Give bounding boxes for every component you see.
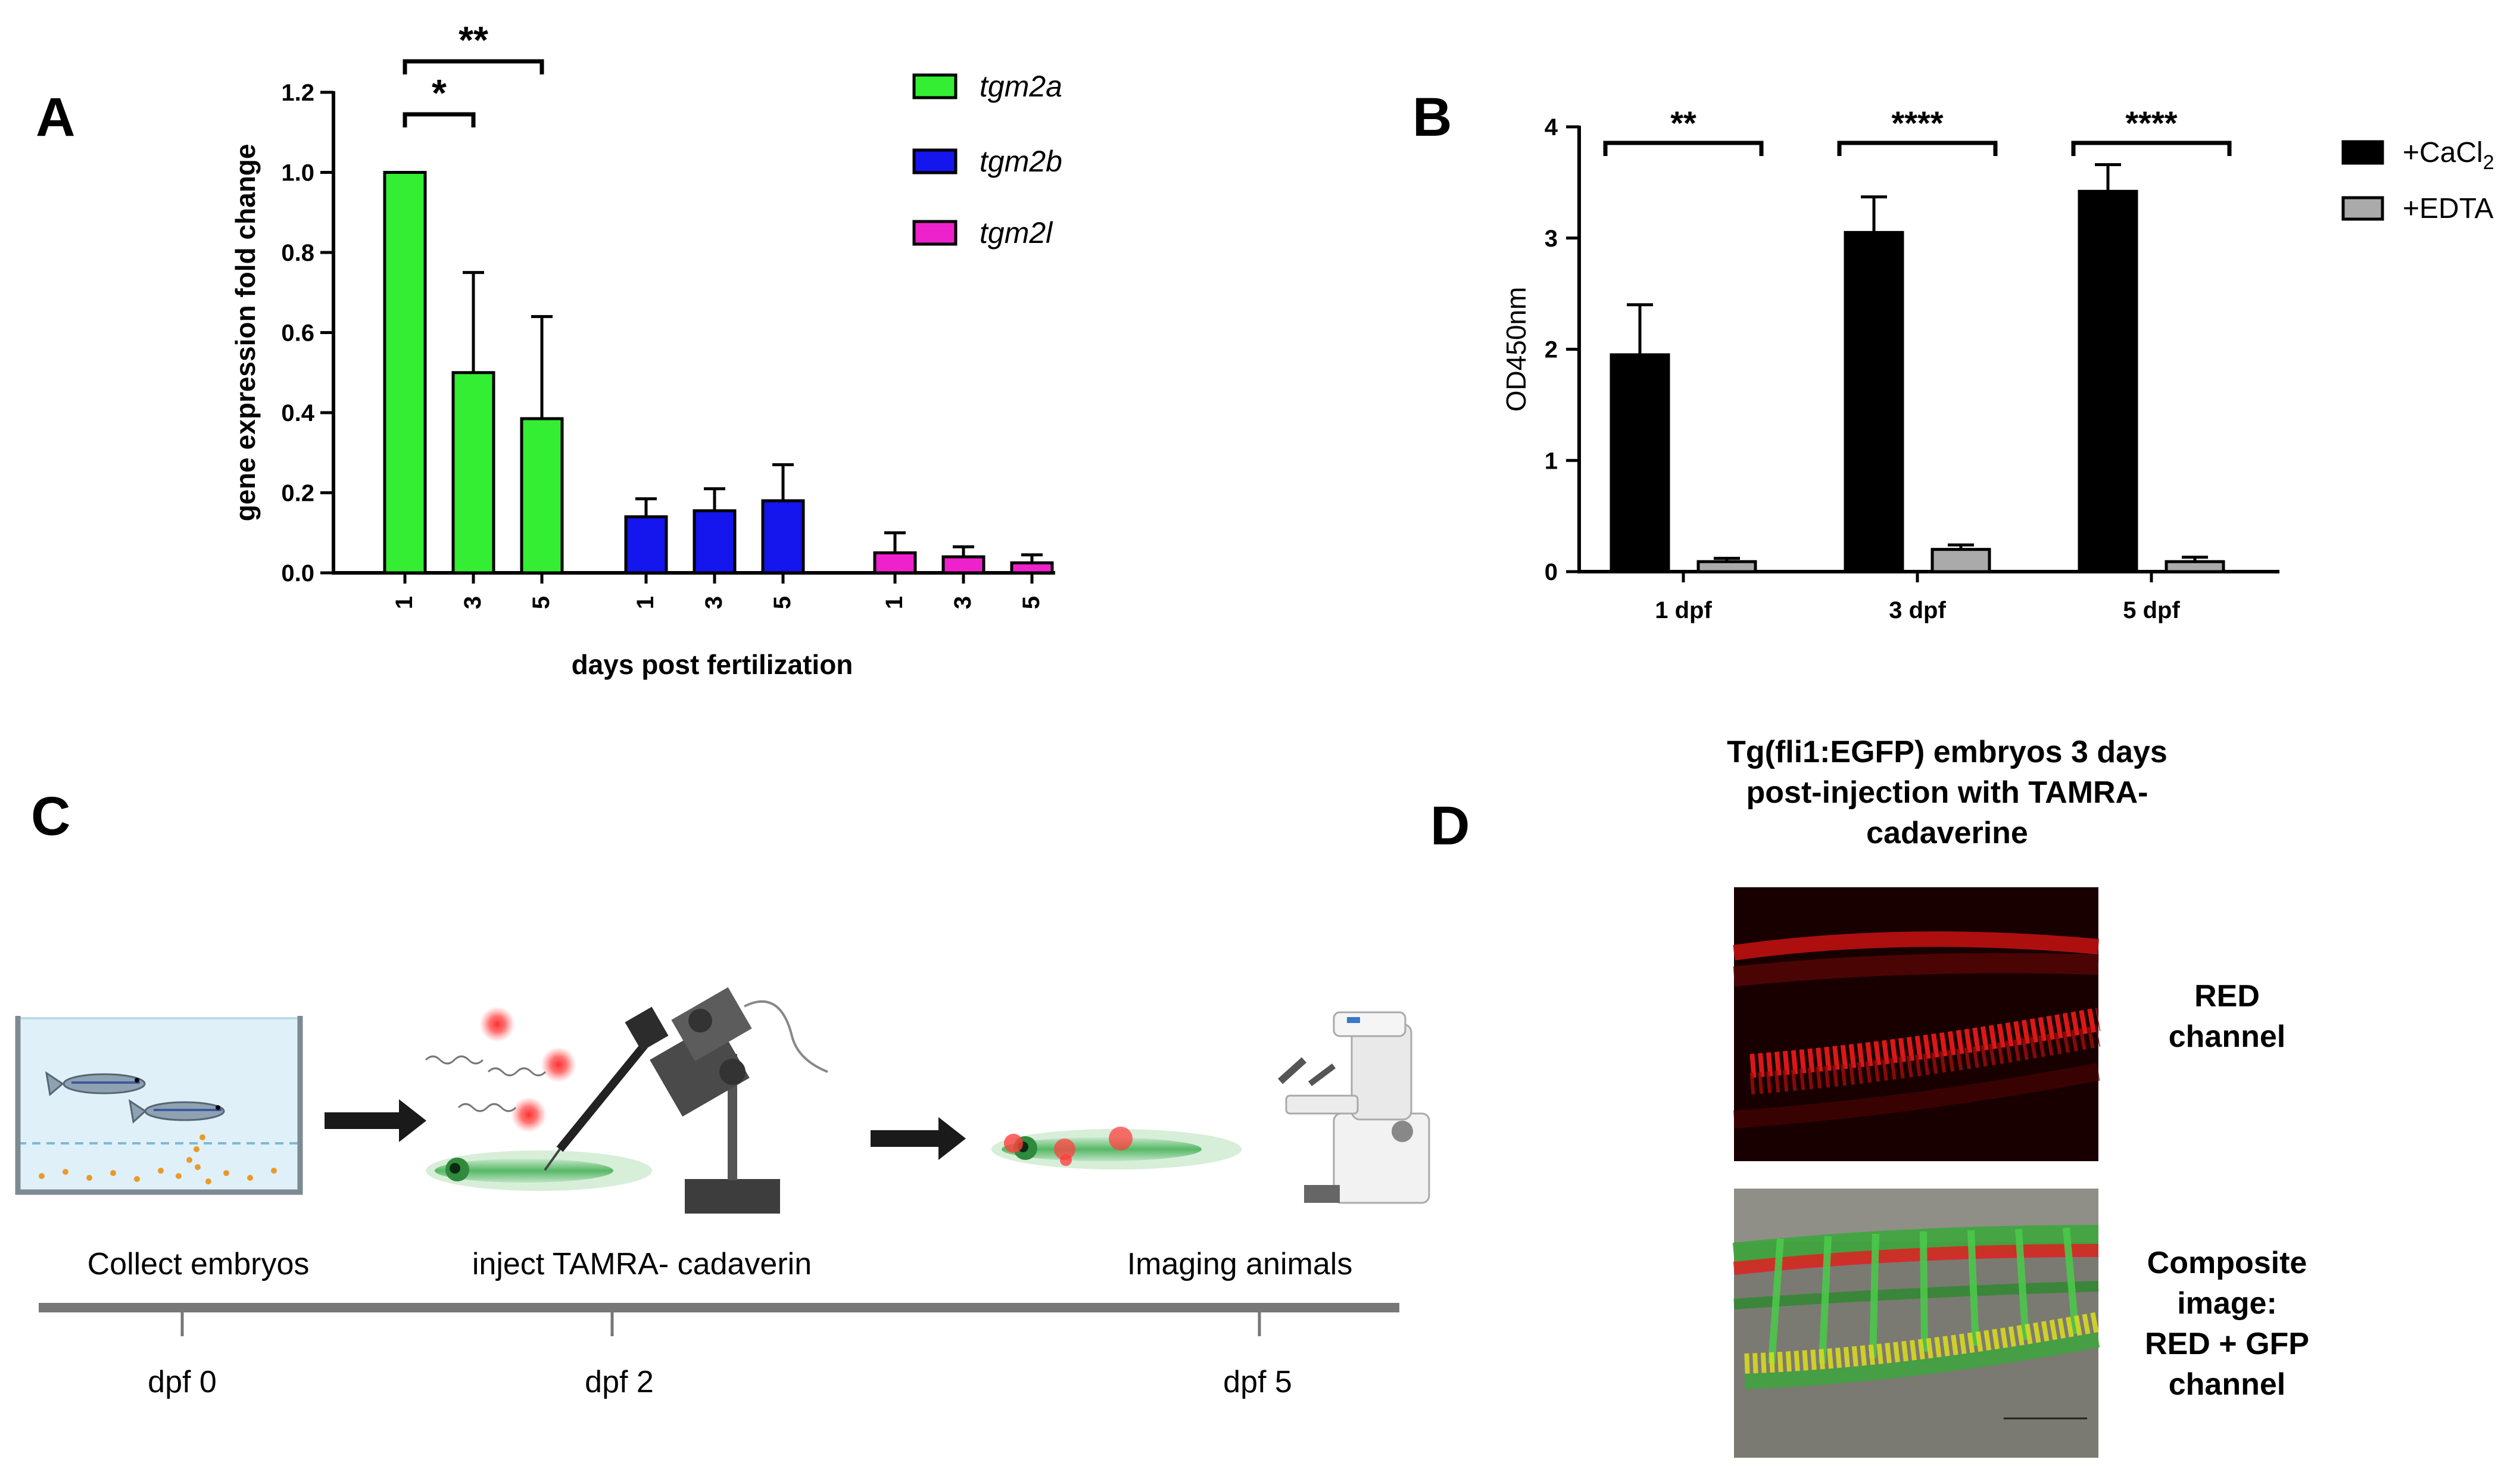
y-tick-label: 1.2 <box>281 80 314 106</box>
microinjection-illustration <box>425 987 828 1214</box>
y-axis-title: OD450nm <box>1501 287 1532 412</box>
bar-EDTA <box>1696 560 1757 573</box>
x-tick-label: 5 dpf <box>2123 597 2180 623</box>
composite-label-line-3: RED + GFP <box>2145 1327 2309 1361</box>
composite-label-line-2: image: <box>2177 1286 2277 1321</box>
bar-CaCl <box>1610 353 1670 573</box>
y-tick-label: 0.6 <box>281 320 314 347</box>
legend-label-tgm2l: tgm2l <box>980 216 1053 250</box>
legend-swatch <box>2341 140 2384 165</box>
legend-swatch-tgm2a <box>912 73 958 99</box>
microscope-icon <box>1277 1011 1430 1204</box>
panel-letter-c: C <box>31 786 70 847</box>
embryo-icon <box>426 1150 652 1191</box>
x-tick-label: 1 <box>391 596 417 609</box>
y-tick-label: 1.0 <box>281 160 314 186</box>
significance-bracket <box>403 59 544 74</box>
y-tick-label: 0.0 <box>281 560 314 587</box>
bar-tgm2b <box>693 509 737 575</box>
red-channel-label-line-1: RED <box>2194 979 2260 1013</box>
x-tick-label: 1 dpf <box>1655 597 1712 623</box>
bar-EDTA <box>2165 560 2225 573</box>
x-tick-label: 1 <box>632 596 659 609</box>
arrow-icon <box>871 1117 966 1160</box>
chart-b: 0 1 2 3 4 OD450nm 1 dpf ** 3 dpf **** 5 dpf **** +Ca… <box>1501 104 2494 623</box>
y-tick-label: 3 <box>1545 226 1558 252</box>
significance-label: * <box>432 71 447 114</box>
y-tick-label: 0.4 <box>281 400 314 426</box>
zebrafish-icon <box>128 1099 225 1124</box>
bar-tgm2l <box>873 551 917 575</box>
arrow-icon <box>325 1099 426 1142</box>
bar-tgm2a <box>383 171 427 575</box>
panel-letter-a: A <box>36 87 75 148</box>
x-tick-label: 3 <box>701 596 727 609</box>
y-tick-label: 2 <box>1545 337 1558 363</box>
chart-a: 0.0 0.2 0.4 0.6 0.8 1.0 1.2 gene expression fol… <box>230 18 1062 680</box>
panel-letter-d: D <box>1430 796 1470 856</box>
bar-tgm2a <box>520 417 564 575</box>
y-tick-label: 1 <box>1545 448 1558 474</box>
legend-label-tgm2b: tgm2b <box>980 145 1062 178</box>
legend-swatch-tgm2b <box>912 148 958 174</box>
y-tick-label: 0.8 <box>281 240 314 266</box>
workflow-schematic: Collect embryos inject TAMRA- cadaverin … <box>15 987 1430 1399</box>
y-tick-label: 0 <box>1545 559 1558 585</box>
step-label-collect: Collect embryos <box>88 1247 310 1281</box>
legend-label-tgm2a: tgm2a <box>980 70 1062 103</box>
bar-tgm2a <box>451 371 495 575</box>
panel-d-title-line-2: post-injection with TAMRA- <box>1746 775 2148 810</box>
y-tick-label: 4 <box>1545 114 1558 141</box>
composite-label-line-1: Composite <box>2147 1246 2307 1280</box>
composite-label-line-4: channel <box>2169 1367 2286 1402</box>
y-axis-title: gene expression fold change <box>230 144 261 522</box>
legend-label: +EDTA <box>2403 193 2493 224</box>
composite-image <box>1732 1189 2101 1458</box>
x-tick-label: 3 <box>950 596 976 609</box>
significance-label: ** <box>1670 104 1696 142</box>
x-tick-label: 5 <box>1018 596 1044 609</box>
legend-swatch <box>2341 196 2384 221</box>
panel-letter-b: B <box>1412 87 1452 148</box>
significance-label: **** <box>2125 104 2177 142</box>
x-tick-label: 3 dpf <box>1889 597 1946 623</box>
timeline-bar <box>39 1303 1399 1312</box>
significance-label: ** <box>459 18 488 61</box>
bar-tgm2b <box>624 515 668 575</box>
bar-CaCl <box>2078 189 2138 573</box>
timeline-label-dpf2: dpf 2 <box>585 1365 654 1399</box>
panel-d-title-line-3: cadaverine <box>1866 816 2028 850</box>
fish-tank-illustration <box>15 1016 303 1195</box>
red-channel-label-line-2: channel <box>2169 1019 2286 1054</box>
timeline-label-dpf5: dpf 5 <box>1223 1365 1292 1399</box>
panel-d-title-line-1: Tg(fli1:EGFP) embryos 3 days <box>1727 735 2167 769</box>
zebrafish-icon <box>45 1071 146 1096</box>
bar-EDTA <box>1930 548 1991 573</box>
x-tick-label: 1 <box>881 596 907 609</box>
legend-swatch-tgm2l <box>912 220 958 246</box>
x-tick-label: 5 <box>769 596 796 609</box>
significance-bracket <box>403 112 476 127</box>
bar-CaCl <box>1844 230 1904 573</box>
y-tick-label: 0.2 <box>281 481 314 507</box>
red-channel-image <box>1733 887 2101 1161</box>
bar-tgm2l <box>941 555 985 575</box>
x-tick-label: 3 <box>460 596 486 609</box>
embryo-icon <box>991 1127 1242 1170</box>
significance-label: **** <box>1891 104 1943 142</box>
x-tick-label: 5 <box>528 596 554 609</box>
x-axis-title: days post fertilization <box>572 649 853 680</box>
bar-tgm2l <box>1010 561 1054 575</box>
legend-label: +CaCl2 <box>2403 137 2494 174</box>
significance-bracket <box>2071 141 2232 156</box>
timeline-label-dpf0: dpf 0 <box>148 1365 217 1399</box>
step-label-imaging: Imaging animals <box>1127 1247 1353 1281</box>
step-label-inject: inject TAMRA- cadaverin <box>472 1247 812 1281</box>
significance-bracket <box>1837 141 1998 156</box>
significance-bracket <box>1603 141 1764 156</box>
bar-tgm2b <box>761 499 805 575</box>
